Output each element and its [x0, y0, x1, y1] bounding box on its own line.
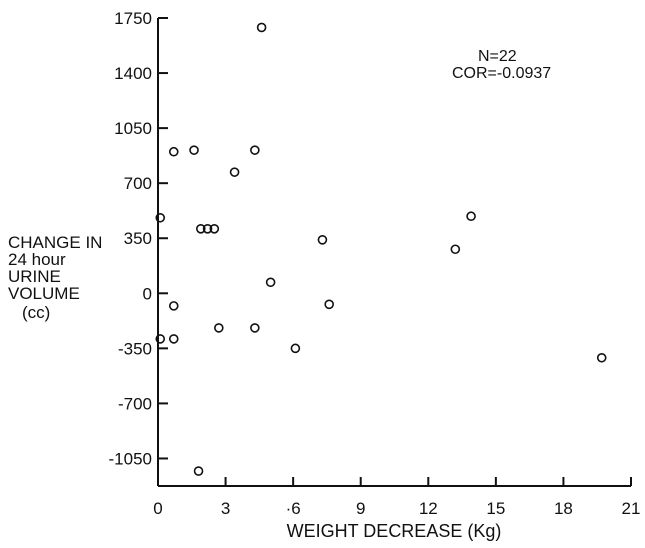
data-point: [596, 352, 607, 363]
y-tick-label: 1400: [114, 64, 152, 83]
data-point: [250, 323, 260, 333]
y-tick-label: -1050: [109, 449, 152, 468]
data-point: [155, 334, 166, 344]
data-point: [290, 343, 301, 354]
x-tick-label: 0: [153, 499, 162, 518]
x-tick-label: 12: [419, 499, 438, 518]
stats-annotation: N=22 COR=-0.0937: [452, 48, 551, 82]
data-point: [317, 235, 328, 245]
data-point: [168, 301, 179, 311]
data-point: [229, 167, 240, 177]
data-point: [450, 244, 461, 255]
annotation-cor: COR=-0.0937: [452, 65, 551, 82]
data-point: [202, 223, 213, 234]
x-tick-label: 3: [221, 499, 230, 518]
y-axis-title-line-3: URINE: [8, 267, 61, 286]
y-tick-label: 700: [124, 174, 152, 193]
data-points: [155, 22, 607, 476]
x-tick-label: ·6: [286, 499, 301, 518]
data-point: [265, 277, 276, 288]
data-point: [256, 22, 267, 33]
x-tick-label: 15: [486, 499, 505, 518]
annotation-n: N=22: [478, 48, 517, 65]
y-tick-label: 350: [124, 229, 152, 248]
x-ticks: 0 3 ·6 9 12 15 18 21: [153, 477, 640, 518]
x-tick-label: 9: [356, 499, 365, 518]
y-ticks: 1750 1400 1050 700 350 0 -350 -700 -1050: [109, 9, 168, 468]
y-tick-label: -700: [118, 394, 152, 413]
y-tick-label: 0: [143, 284, 152, 303]
y-axis-title-line-2: 24 hour: [8, 250, 66, 269]
x-tick-label: 18: [554, 499, 573, 518]
data-point: [195, 223, 206, 234]
y-tick-label: -350: [118, 339, 152, 358]
y-tick-label: 1750: [114, 9, 152, 28]
y-axis-title-line-1: CHANGE IN: [8, 233, 102, 252]
axes: [157, 18, 631, 487]
data-point: [250, 145, 260, 155]
x-tick-label: 21: [622, 499, 641, 518]
data-point: [193, 466, 204, 476]
data-point: [466, 211, 476, 222]
data-point: [324, 299, 334, 310]
data-point: [214, 323, 224, 333]
data-point: [168, 146, 179, 157]
data-point: [155, 212, 166, 223]
y-axis-title: CHANGE IN 24 hour URINE VOLUME (cc): [8, 233, 102, 322]
y-tick-label: 1050: [114, 119, 152, 138]
x-axis-title: WEIGHT DECREASE (Kg): [287, 521, 502, 541]
y-axis-title-line-4: VOLUME: [8, 284, 80, 303]
data-point: [189, 145, 199, 155]
y-axis-title-line-5: (cc): [22, 303, 50, 322]
data-point: [168, 334, 179, 344]
data-point: [209, 223, 220, 234]
